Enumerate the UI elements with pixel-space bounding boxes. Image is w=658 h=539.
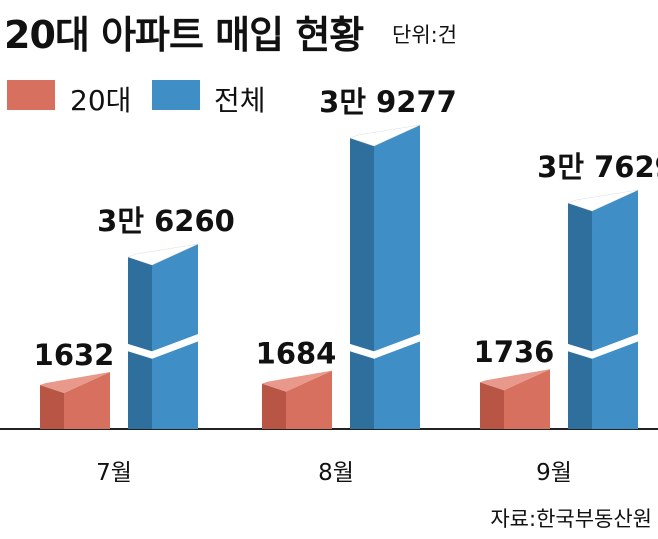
bar-20s-top: [40, 372, 110, 393]
data-label-20s: 1736: [474, 335, 555, 369]
bar-total-side: [350, 138, 374, 429]
bar-total: [152, 244, 198, 429]
bar-20s: [286, 370, 332, 429]
bar-total-top: [349, 124, 421, 147]
bar-total-side: [568, 203, 592, 429]
bar-total-side: [128, 257, 152, 429]
data-label-20s: 1684: [256, 337, 337, 371]
legend-label-20s: 20대: [70, 84, 132, 117]
bar-total-top: [127, 243, 199, 266]
legend-swatch-total: [152, 80, 200, 110]
bar-20s-side: [480, 382, 504, 429]
data-label-total: 3만 6260: [97, 204, 235, 238]
axis-break-mark: [564, 333, 642, 359]
x-tick-label: 8월: [318, 460, 354, 486]
bar-total: [374, 125, 420, 429]
bar-total-top: [567, 189, 639, 212]
x-tick-label: 9월: [536, 460, 572, 486]
bar-20s-side: [262, 383, 286, 429]
x-tick-label: 7월: [96, 460, 132, 486]
bar-20s-top: [480, 369, 550, 391]
bar-20s-side: [40, 385, 64, 429]
unit-label: 단위:건: [392, 23, 458, 47]
legend-swatch-20s: [7, 80, 55, 110]
legend-label-total: 전체: [214, 84, 266, 117]
bar-20s: [64, 372, 110, 429]
chart-title: 20대 아파트 매입 현황: [4, 13, 364, 57]
data-label-20s: 1632: [34, 338, 115, 372]
axis-break-mark: [124, 333, 202, 359]
axis-break-mark: [346, 333, 424, 359]
bar-total: [592, 190, 638, 429]
source-note: 자료:한국부동산원: [490, 507, 652, 531]
bar-20s: [504, 369, 550, 429]
bar-20s-top: [262, 370, 332, 392]
data-label-total: 3만 9277: [319, 85, 457, 119]
